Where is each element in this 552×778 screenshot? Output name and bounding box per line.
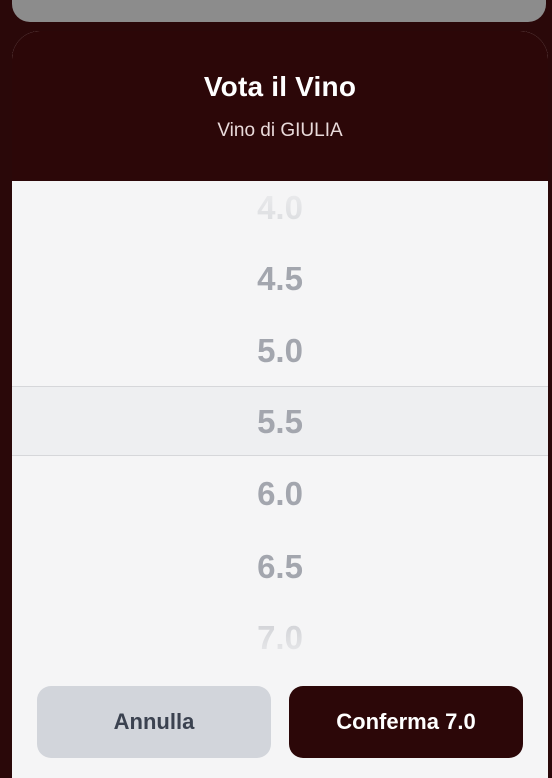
rating-bottom-sheet: Vota il Vino Vino di GIULIA 4.0 4.5 5.0 … [12, 31, 548, 778]
confirm-button[interactable]: Conferma 7.0 [289, 686, 523, 758]
background-sheet [12, 0, 546, 22]
picker-option[interactable]: 7.0 [257, 619, 303, 656]
picker-option[interactable]: 4.0 [257, 189, 303, 226]
picker-option[interactable]: 6.0 [257, 475, 303, 512]
picker-option[interactable]: 5.0 [257, 332, 303, 369]
picker-option-highlighted[interactable]: 5.5 [257, 403, 303, 440]
sheet-title: Vota il Vino [203, 71, 357, 102]
sheet-subtitle: Vino di GIULIA [217, 120, 343, 141]
picker-option[interactable]: 4.5 [257, 260, 303, 297]
cancel-button[interactable]: Annulla [37, 686, 271, 758]
action-bar: Annulla Conferma 7.0 [12, 686, 548, 758]
picker-option[interactable]: 6.5 [257, 548, 303, 585]
sheet-header: Vota il Vino Vino di GIULIA [12, 31, 548, 181]
picker-selection-indicator [12, 386, 548, 456]
rating-picker[interactable]: 4.0 4.5 5.0 5.5 6.0 6.5 7.0 [12, 181, 548, 661]
